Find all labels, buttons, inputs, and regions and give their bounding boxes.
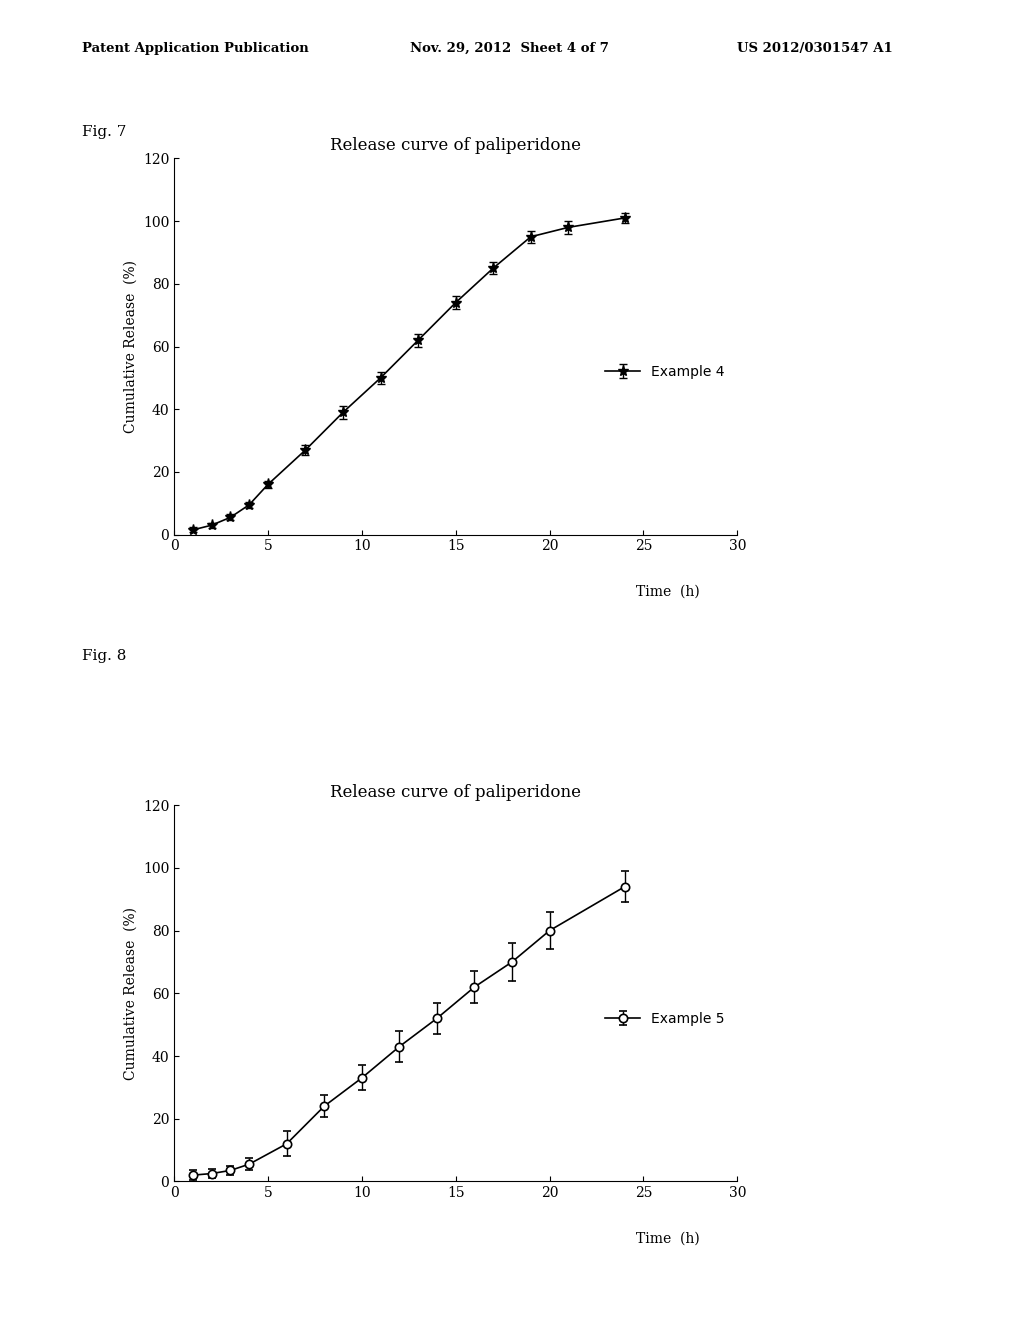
Text: Time  (h): Time (h) [636, 585, 699, 599]
Text: Fig. 8: Fig. 8 [82, 649, 126, 664]
Legend: Example 5: Example 5 [600, 1006, 730, 1031]
Text: US 2012/0301547 A1: US 2012/0301547 A1 [737, 42, 893, 55]
Text: Fig. 7: Fig. 7 [82, 125, 126, 140]
Y-axis label: Cumulative Release  (%): Cumulative Release (%) [123, 907, 137, 1080]
Text: Time  (h): Time (h) [636, 1232, 699, 1246]
Y-axis label: Cumulative Release  (%): Cumulative Release (%) [123, 260, 137, 433]
Title: Release curve of paliperidone: Release curve of paliperidone [330, 137, 582, 154]
Legend: Example 4: Example 4 [600, 359, 730, 384]
Title: Release curve of paliperidone: Release curve of paliperidone [330, 784, 582, 801]
Text: Patent Application Publication: Patent Application Publication [82, 42, 308, 55]
Text: Nov. 29, 2012  Sheet 4 of 7: Nov. 29, 2012 Sheet 4 of 7 [410, 42, 608, 55]
